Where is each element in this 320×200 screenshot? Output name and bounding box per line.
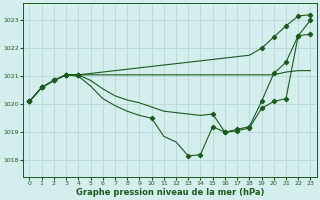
X-axis label: Graphe pression niveau de la mer (hPa): Graphe pression niveau de la mer (hPa) [76, 188, 264, 197]
